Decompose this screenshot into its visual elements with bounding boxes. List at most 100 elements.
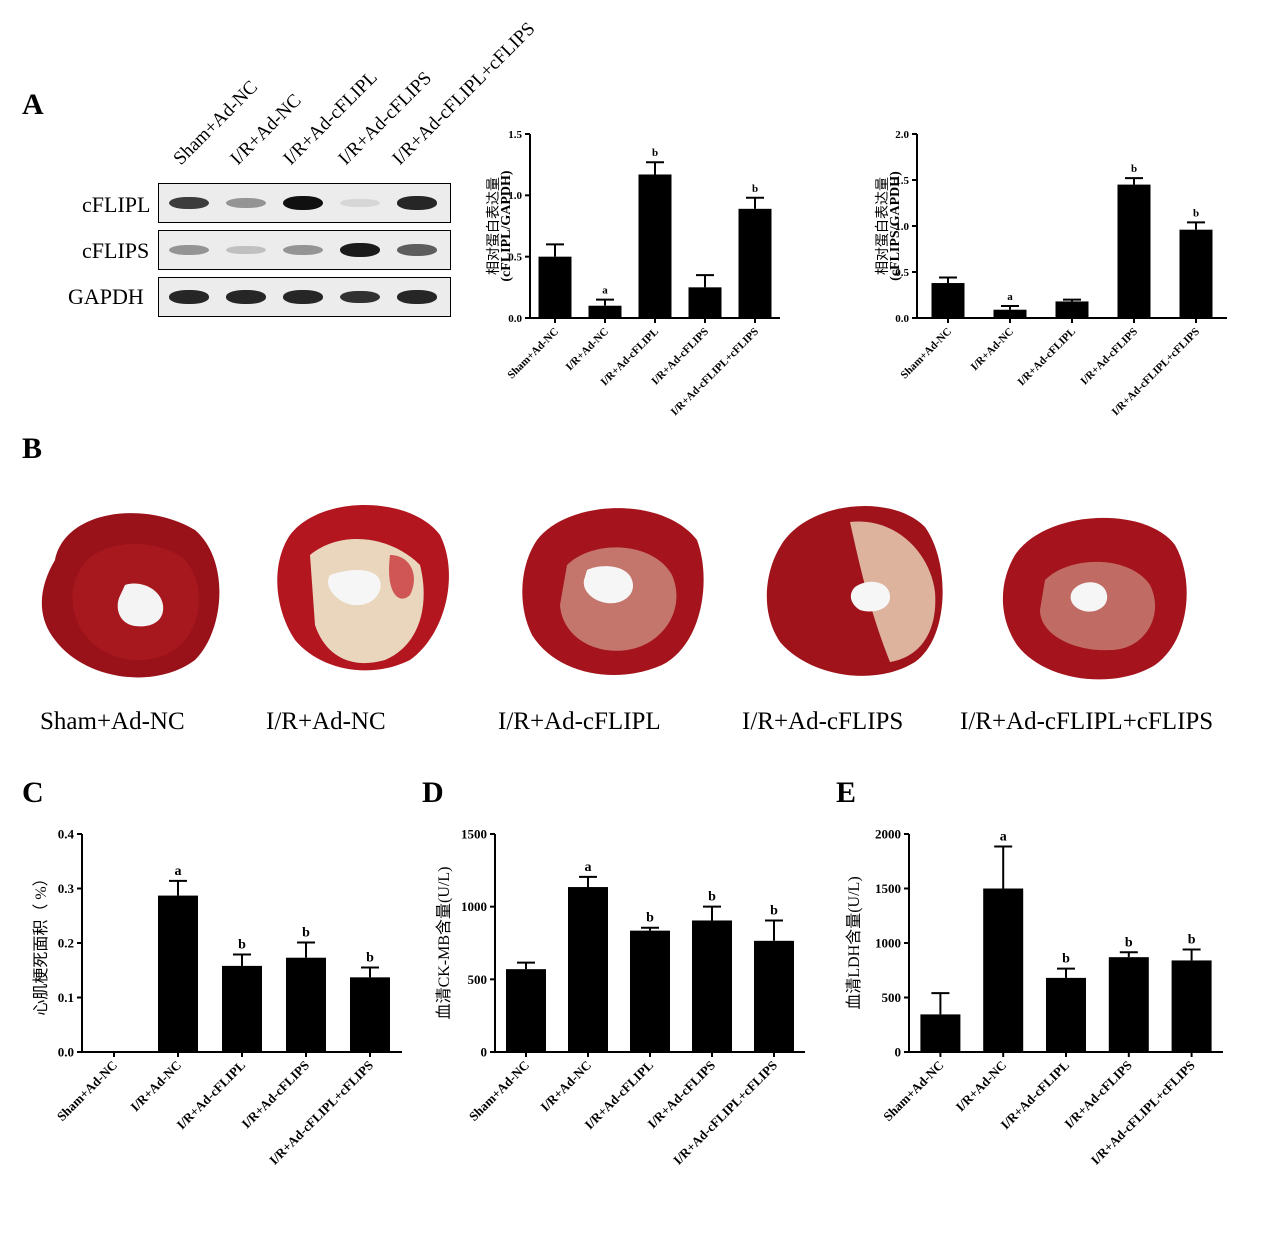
heart-section-combined bbox=[1002, 517, 1187, 680]
bar bbox=[286, 957, 326, 1052]
bar bbox=[931, 283, 965, 318]
significance-label: b bbox=[1188, 933, 1196, 948]
significance-label: b bbox=[366, 951, 374, 966]
y-tick-label: 1.5 bbox=[895, 175, 909, 187]
bar bbox=[754, 940, 794, 1052]
y-tick-label: 1.5 bbox=[508, 129, 522, 141]
significance-label: a bbox=[1007, 291, 1013, 303]
y-tick-label: 0 bbox=[895, 1045, 902, 1060]
heart-section-cflipl bbox=[522, 508, 704, 675]
heart-label: I/R+Ad-cFLIPL bbox=[498, 708, 661, 735]
y-tick-label: 1500 bbox=[461, 827, 487, 842]
x-tick-label: I/R+Ad-cFLIPL+cFLIPS bbox=[1088, 1058, 1198, 1168]
significance-label: b bbox=[238, 937, 246, 952]
blot-band bbox=[283, 244, 323, 256]
bar bbox=[993, 309, 1027, 318]
y-axis-label: (cFLIPS/GAPDH) bbox=[888, 171, 903, 281]
blot-band bbox=[397, 196, 437, 210]
blot-label-gapdh: GAPDH bbox=[68, 284, 144, 309]
bar bbox=[983, 888, 1024, 1052]
chart-ck-mb: 0 500 1000 1500 血清CK-MB含量(U/L) Sham+Ad-NC a I/R… bbox=[435, 827, 805, 1168]
blot-band bbox=[397, 244, 437, 256]
y-axis-label: 心肌梗死面积（ %） bbox=[32, 870, 50, 1015]
y-tick-label: 1.0 bbox=[508, 190, 522, 202]
blot-band bbox=[283, 290, 323, 304]
x-tick-label: I/R+Ad-cFLIPL bbox=[174, 1057, 249, 1132]
panel-letter-c: C bbox=[22, 776, 44, 809]
y-tick-label: 1000 bbox=[875, 936, 901, 951]
bar bbox=[1117, 184, 1151, 318]
x-tick-label: I/R+Ad-cFLIPL+cFLIPS bbox=[669, 326, 762, 419]
blot-label-cflips: cFLIPS bbox=[82, 238, 150, 263]
y-tick-label: 500 bbox=[882, 990, 902, 1005]
bar bbox=[1055, 301, 1089, 318]
y-tick-label: 1.0 bbox=[895, 221, 909, 233]
x-tick-label: Sham+Ad-NC bbox=[54, 1058, 120, 1124]
bar bbox=[692, 920, 732, 1052]
x-tick-label: Sham+Ad-NC bbox=[898, 326, 954, 382]
heart-section-cflips bbox=[766, 505, 943, 676]
y-tick-label: 0.3 bbox=[58, 881, 75, 896]
significance-label: b bbox=[1125, 935, 1133, 950]
x-tick-label: I/R+Ad-cFLIPS bbox=[239, 1058, 313, 1132]
chart-infarct-area: 0.0 0.1 0.2 0.3 0.4 心肌梗死面积（ %） Sham+Ad-NC a I/R+… bbox=[32, 827, 402, 1168]
bar bbox=[920, 1014, 961, 1052]
bar bbox=[506, 969, 546, 1052]
bar bbox=[538, 256, 572, 318]
y-tick-label: 2000 bbox=[875, 827, 901, 842]
y-tick-label: 0.5 bbox=[508, 252, 522, 264]
blot-band bbox=[340, 198, 380, 208]
bar bbox=[638, 174, 672, 318]
significance-label: b bbox=[708, 890, 716, 905]
y-axis-label: 血清LDH含量(U/L) bbox=[845, 876, 863, 1009]
x-tick-label: Sham+Ad-NC bbox=[880, 1058, 946, 1124]
x-tick-label: I/R+Ad-cFLIPL+cFLIPS bbox=[670, 1058, 780, 1168]
y-axis-label: 血清CK-MB含量(U/L) bbox=[435, 867, 453, 1020]
heart-section-ir bbox=[277, 505, 449, 671]
significance-label: a bbox=[175, 864, 182, 879]
y-axis-label: 相对蛋白表达量 bbox=[486, 177, 502, 275]
blot-strip-cflips bbox=[158, 230, 451, 270]
blot-band bbox=[169, 290, 209, 304]
blot-band bbox=[226, 290, 266, 304]
y-tick-label: 500 bbox=[468, 972, 488, 987]
blot-strip-gapdh bbox=[158, 277, 451, 317]
chart-ldh: 0 500 1000 1500 2000 血清LDH含量(U/L) Sham+Ad-NC a I… bbox=[845, 827, 1223, 1168]
significance-label: a bbox=[602, 285, 608, 297]
bar bbox=[630, 930, 670, 1052]
y-axis-label: 相对蛋白表达量 bbox=[875, 177, 891, 275]
lane-label: I/R+Ad-cFLIPL bbox=[279, 67, 382, 170]
significance-label: b bbox=[652, 147, 658, 159]
bar bbox=[568, 887, 608, 1052]
heart-section-sham bbox=[41, 513, 220, 678]
bar bbox=[1171, 960, 1212, 1052]
significance-label: a bbox=[1000, 830, 1007, 845]
bar bbox=[1108, 957, 1149, 1052]
y-tick-label: 0.0 bbox=[508, 313, 522, 325]
bar bbox=[350, 977, 390, 1052]
blot-band bbox=[169, 244, 209, 256]
blot-band bbox=[340, 243, 380, 257]
blot-band bbox=[226, 245, 266, 255]
y-tick-label: 0 bbox=[481, 1045, 488, 1060]
x-tick-label: I/R+Ad-cFLIPL bbox=[1015, 326, 1078, 389]
x-tick-label: I/R+Ad-cFLIPL+cFLIPS bbox=[266, 1058, 376, 1168]
panel-letter-a: A bbox=[22, 88, 44, 121]
y-tick-label: 2.0 bbox=[895, 129, 909, 141]
panel-letter-d: D bbox=[422, 776, 444, 809]
x-tick-label: I/R+Ad-cFLIPS bbox=[1078, 326, 1140, 388]
y-tick-label: 0.4 bbox=[58, 827, 75, 842]
significance-label: b bbox=[646, 911, 654, 926]
significance-label: b bbox=[1193, 207, 1199, 219]
x-tick-label: Sham+Ad-NC bbox=[466, 1058, 532, 1124]
x-tick-label: I/R+Ad-NC bbox=[969, 326, 1017, 374]
blot-label-cflipl: cFLIPL bbox=[82, 192, 151, 217]
blot-band bbox=[397, 290, 437, 304]
y-axis-label: (cFLIPL/GAPDH) bbox=[499, 170, 514, 282]
x-tick-label: I/R+Ad-NC bbox=[537, 1058, 594, 1115]
significance-label: a bbox=[585, 860, 592, 875]
x-tick-label: I/R+Ad-NC bbox=[953, 1058, 1010, 1115]
chart-cflipl-expression: 0.0 0.5 1.0 1.5 相对蛋白表达量(cFLIPL/GAPDH) Sham+Ad… bbox=[486, 129, 780, 419]
y-tick-label: 0.2 bbox=[58, 936, 74, 951]
heart-label: I/R+Ad-cFLIPL+cFLIPS bbox=[960, 708, 1214, 735]
